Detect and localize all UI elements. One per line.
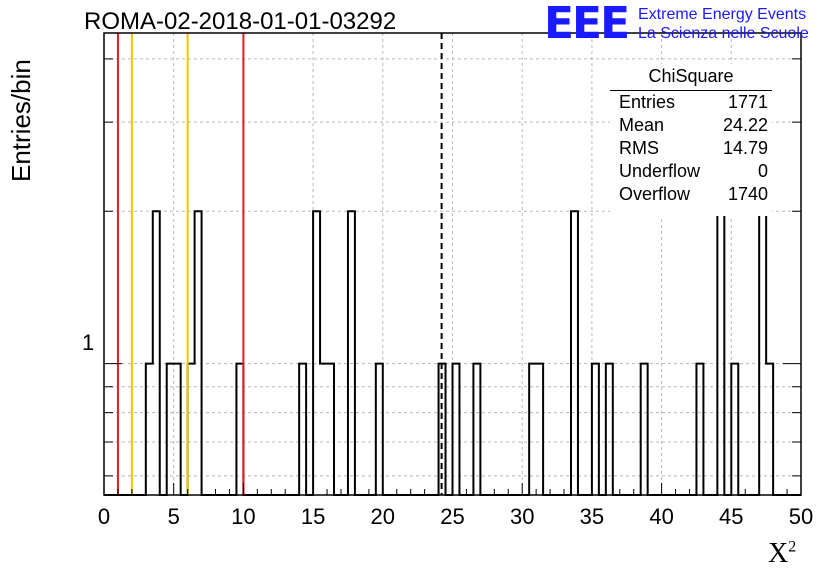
histogram-bin <box>188 364 195 495</box>
logo-line-2: La Scienza nelle Scuole <box>638 25 809 42</box>
histogram-bin <box>453 364 460 495</box>
stats-label: Underflow <box>619 161 701 181</box>
stats-title: ChiSquare <box>648 66 734 86</box>
x-tick-label: 30 <box>510 504 534 529</box>
histogram-bin <box>592 364 599 495</box>
x-tick-label: 0 <box>98 504 110 529</box>
stats-row-overflow: Overflow 1740 <box>619 184 768 206</box>
histogram-bin <box>606 364 613 495</box>
stats-row-mean: Mean 24.22 <box>619 115 768 137</box>
stats-value: 1740 <box>727 184 768 204</box>
x-tick-label: 35 <box>580 504 604 529</box>
histogram-bin <box>536 364 543 495</box>
stats-label: Entries <box>619 92 676 112</box>
x-tick-label: 50 <box>789 504 813 529</box>
histogram-bin <box>696 364 703 495</box>
y-axis-label: Entries/bin <box>6 59 36 182</box>
stats-value: 14.79 <box>722 138 768 158</box>
logo-line-1: Extreme Energy Events <box>638 6 807 23</box>
histogram-bin <box>146 364 153 495</box>
stats-divider <box>610 90 772 91</box>
y-tick-label: 1 <box>82 330 95 355</box>
x-tick-label: 15 <box>301 504 325 529</box>
stats-value: 0 <box>757 161 768 181</box>
stats-label: Mean <box>619 115 665 135</box>
stats-row-entries: Entries 1771 <box>619 92 768 114</box>
x-tick-label: 40 <box>649 504 673 529</box>
histogram-bin <box>167 364 174 495</box>
x-axis-label-text: X <box>768 538 789 569</box>
x-tick-label: 5 <box>168 504 180 529</box>
histogram-bin <box>236 364 243 495</box>
histogram-bin <box>473 364 480 495</box>
histogram-bin <box>153 211 160 495</box>
x-tick-label: 10 <box>231 504 255 529</box>
stats-row-rms: RMS 14.79 <box>619 138 768 160</box>
stats-box: ChiSquare Entries 1771 Mean 24.22 RMS 14… <box>610 64 772 216</box>
stats-value: 1771 <box>727 92 768 112</box>
histogram-bin <box>731 364 738 495</box>
eee-logo-mark: EEE <box>544 0 630 49</box>
stats-value: 24.22 <box>722 115 768 135</box>
histogram-bin <box>320 364 327 495</box>
histogram-bin <box>529 364 536 495</box>
histogram-bin <box>717 211 724 495</box>
x-tick-label: 25 <box>440 504 464 529</box>
histogram-bin <box>348 211 355 495</box>
histogram-bin <box>641 364 648 495</box>
histogram-bin <box>327 364 334 495</box>
stats-row-underflow: Underflow 0 <box>619 161 768 183</box>
x-tick-label: 20 <box>371 504 395 529</box>
histogram-bin <box>313 211 320 495</box>
chart-title: ROMA-02-2018-01-01-03292 <box>84 8 397 35</box>
stats-label: RMS <box>619 138 659 158</box>
stats-label: Overflow <box>619 184 691 204</box>
histogram-bin <box>174 364 181 495</box>
histogram-bin <box>299 364 306 495</box>
histogram-bin <box>376 364 383 495</box>
x-axis-label-exponent: 2 <box>788 538 797 556</box>
x-tick-label: 45 <box>719 504 743 529</box>
histogram-bin <box>766 364 773 495</box>
histogram-bin <box>759 211 766 495</box>
eee-logo: EEE Extreme Energy Events La Scienza nel… <box>544 2 834 46</box>
histogram-bin <box>195 211 202 495</box>
histogram-bin <box>571 211 578 495</box>
x-axis-label: X2 <box>768 538 796 570</box>
